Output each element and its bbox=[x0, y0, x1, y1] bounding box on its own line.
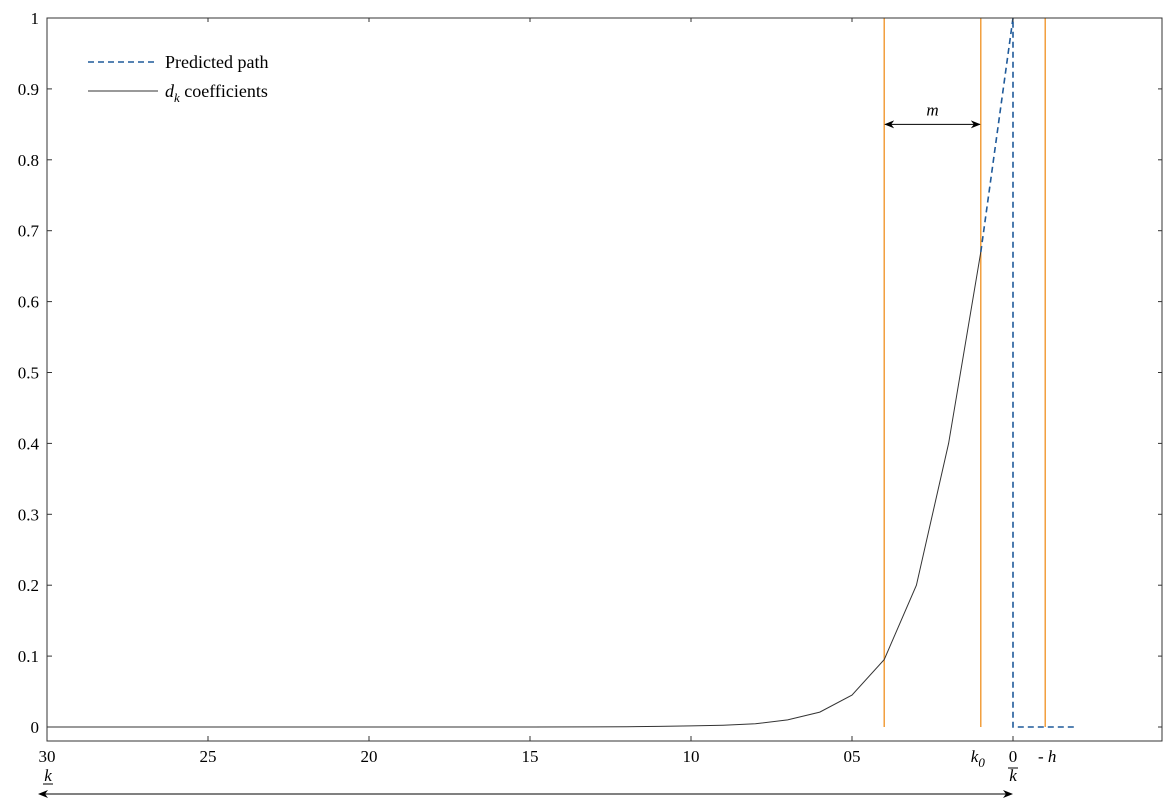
x-tick-label-5: 05 bbox=[844, 747, 861, 766]
legend: Predicted path dk coefficients bbox=[88, 52, 268, 105]
x-tick-label-0: 30 bbox=[39, 747, 56, 766]
legend-label-predicted-path: Predicted path bbox=[165, 52, 268, 72]
legend-label-dk-main: d bbox=[165, 81, 175, 101]
k-under-label: k bbox=[44, 766, 52, 785]
y-tick-label-1: 0.1 bbox=[18, 647, 39, 666]
y-tick-label-3: 0.3 bbox=[18, 505, 39, 524]
legend-label-dk-rest: coefficients bbox=[180, 81, 268, 101]
series-line-dk-coefficients bbox=[47, 251, 982, 728]
y-tick-label-9: 0.9 bbox=[18, 80, 39, 99]
k-bar-label: k bbox=[1009, 766, 1017, 785]
annotations: m k0 k - h k bbox=[38, 100, 1056, 798]
x-tick-label-6: 0 bbox=[1009, 747, 1018, 766]
y-tick-label-8: 0.8 bbox=[18, 151, 39, 170]
y-tick-label-7: 0.7 bbox=[18, 222, 40, 241]
x-tick-label-1: 25 bbox=[200, 747, 217, 766]
y-tick-label-2: 0.2 bbox=[18, 576, 39, 595]
vertical-marker-lines bbox=[883, 18, 1046, 727]
y-tick-label-5: 0.5 bbox=[18, 364, 39, 383]
m-annotation-label: m bbox=[926, 100, 938, 119]
y-tick-label-4: 0.4 bbox=[18, 434, 40, 453]
axis-ticks: 0 0.1 0.2 0.3 0.4 0.5 0.6 0.7 0.8 0.9 1 30 25 20 15 10 0… bbox=[18, 9, 1162, 766]
y-tick-label-10: 1 bbox=[31, 9, 40, 28]
series-line-predicted-path bbox=[980, 17, 1078, 728]
legend-label-dk-sub: k bbox=[174, 90, 180, 105]
plot-frame bbox=[46, 17, 1163, 742]
legend-label-dk-coefficients: dk coefficients bbox=[165, 81, 268, 105]
h-label: - h bbox=[1038, 747, 1056, 766]
x-tick-label-3: 15 bbox=[522, 747, 539, 766]
series-group bbox=[47, 17, 1078, 728]
x-tick-label-2: 20 bbox=[361, 747, 378, 766]
y-tick-label-0: 0 bbox=[31, 718, 40, 737]
k0-label: k0 bbox=[971, 747, 986, 770]
y-tick-label-6: 0.6 bbox=[18, 293, 39, 312]
x-tick-label-4: 10 bbox=[683, 747, 700, 766]
